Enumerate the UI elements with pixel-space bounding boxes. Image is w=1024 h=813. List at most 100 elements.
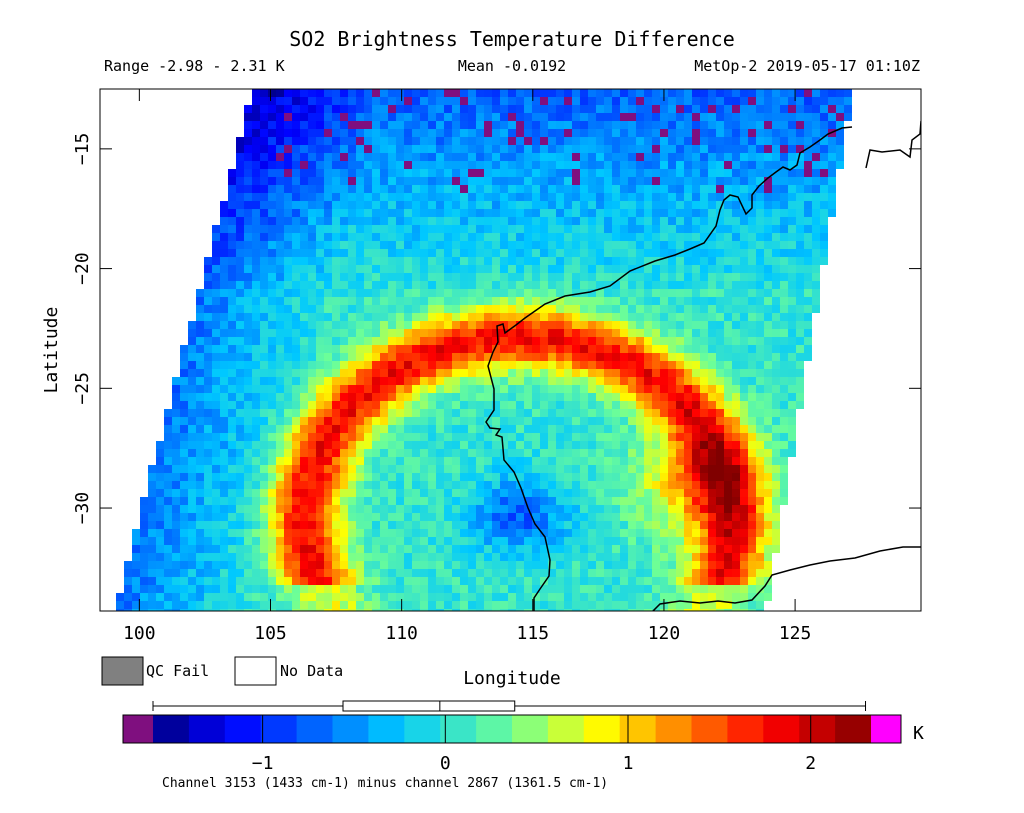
heatmap-cell [684, 145, 692, 153]
heatmap-cell [500, 281, 508, 289]
heatmap-cell [372, 489, 380, 497]
heatmap-cell [764, 153, 772, 161]
heatmap-cell [420, 561, 428, 569]
heatmap-cell [148, 529, 156, 537]
heatmap-cell [268, 353, 276, 361]
heatmap-cell [636, 337, 644, 345]
heatmap-cell [492, 585, 500, 593]
heatmap-cell [372, 273, 380, 281]
heatmap-cell [780, 241, 788, 249]
heatmap-cell [660, 313, 668, 321]
heatmap-cell [260, 377, 268, 385]
heatmap-cell [244, 521, 252, 529]
heatmap-cell [548, 441, 556, 449]
heatmap-cell [468, 553, 476, 561]
heatmap-cell [532, 545, 540, 553]
heatmap-cell [420, 209, 428, 217]
heatmap-cell [684, 201, 692, 209]
heatmap-cell [724, 321, 732, 329]
heatmap-cell [500, 473, 508, 481]
heatmap-cell [732, 561, 740, 569]
heatmap-cell [652, 273, 660, 281]
heatmap-cell [604, 425, 612, 433]
heatmap-cell [764, 145, 772, 153]
heatmap-cell [756, 561, 764, 569]
heatmap-cell [716, 297, 724, 305]
heatmap-cell [756, 153, 764, 161]
heatmap-cell [556, 553, 564, 561]
heatmap-cell [820, 129, 828, 137]
heatmap-cell [508, 89, 516, 97]
heatmap-cell [844, 113, 852, 121]
heatmap-cell [436, 321, 444, 329]
heatmap-cell [588, 217, 596, 225]
heatmap-cell [364, 545, 372, 553]
heatmap-cell [700, 545, 708, 553]
heatmap-cell [196, 457, 204, 465]
heatmap-cell [292, 425, 300, 433]
heatmap-cell [460, 457, 468, 465]
heatmap-cell [756, 393, 764, 401]
heatmap-cell [372, 193, 380, 201]
heatmap-cell [252, 433, 260, 441]
heatmap-cell [668, 225, 676, 233]
heatmap-cell [348, 329, 356, 337]
heatmap-cell [420, 369, 428, 377]
heatmap-cell [460, 529, 468, 537]
heatmap-cell [460, 497, 468, 505]
heatmap-cell [588, 497, 596, 505]
heatmap-cell [420, 129, 428, 137]
heatmap-cell [548, 425, 556, 433]
heatmap-cell [548, 553, 556, 561]
heatmap-cell [228, 585, 236, 593]
heatmap-cell [172, 425, 180, 433]
heatmap-cell [500, 593, 508, 601]
heatmap-cell [572, 353, 580, 361]
heatmap-cell [388, 129, 396, 137]
heatmap-cell [676, 121, 684, 129]
heatmap-cell [492, 481, 500, 489]
heatmap-cell [740, 361, 748, 369]
heatmap-cell [676, 145, 684, 153]
heatmap-cell [332, 465, 340, 473]
heatmap-cell [644, 441, 652, 449]
heatmap-cell [572, 89, 580, 97]
heatmap-cell [276, 561, 284, 569]
heatmap-cell [428, 161, 436, 169]
heatmap-cell [684, 553, 692, 561]
heatmap-cell [356, 137, 364, 145]
heatmap-cell [308, 257, 316, 265]
heatmap-cell [500, 241, 508, 249]
heatmap-cell [476, 169, 484, 177]
heatmap-cell [276, 193, 284, 201]
heatmap-cell [756, 433, 764, 441]
heatmap-cell [428, 297, 436, 305]
heatmap-cell [220, 289, 228, 297]
heatmap-cell [628, 225, 636, 233]
heatmap-cell [420, 273, 428, 281]
heatmap-cell [668, 273, 676, 281]
heatmap-cell [244, 233, 252, 241]
heatmap-cell [428, 417, 436, 425]
heatmap-cell [348, 345, 356, 353]
heatmap-cell [284, 233, 292, 241]
heatmap-cell [260, 105, 268, 113]
heatmap-cell [244, 497, 252, 505]
heatmap-cell [660, 329, 668, 337]
heatmap-cell [668, 497, 676, 505]
heatmap-cell [292, 137, 300, 145]
heatmap-cell [452, 409, 460, 417]
heatmap-cell [500, 201, 508, 209]
heatmap-cell [484, 153, 492, 161]
heatmap-cell [644, 345, 652, 353]
heatmap-cell [428, 345, 436, 353]
heatmap-cell [228, 385, 236, 393]
heatmap-cell [196, 545, 204, 553]
heatmap-cell [316, 201, 324, 209]
heatmap-cell [828, 201, 836, 209]
heatmap-cell [164, 561, 172, 569]
heatmap-cell [532, 457, 540, 465]
heatmap-cell [748, 489, 756, 497]
heatmap-cell [620, 377, 628, 385]
heatmap-cell [756, 273, 764, 281]
